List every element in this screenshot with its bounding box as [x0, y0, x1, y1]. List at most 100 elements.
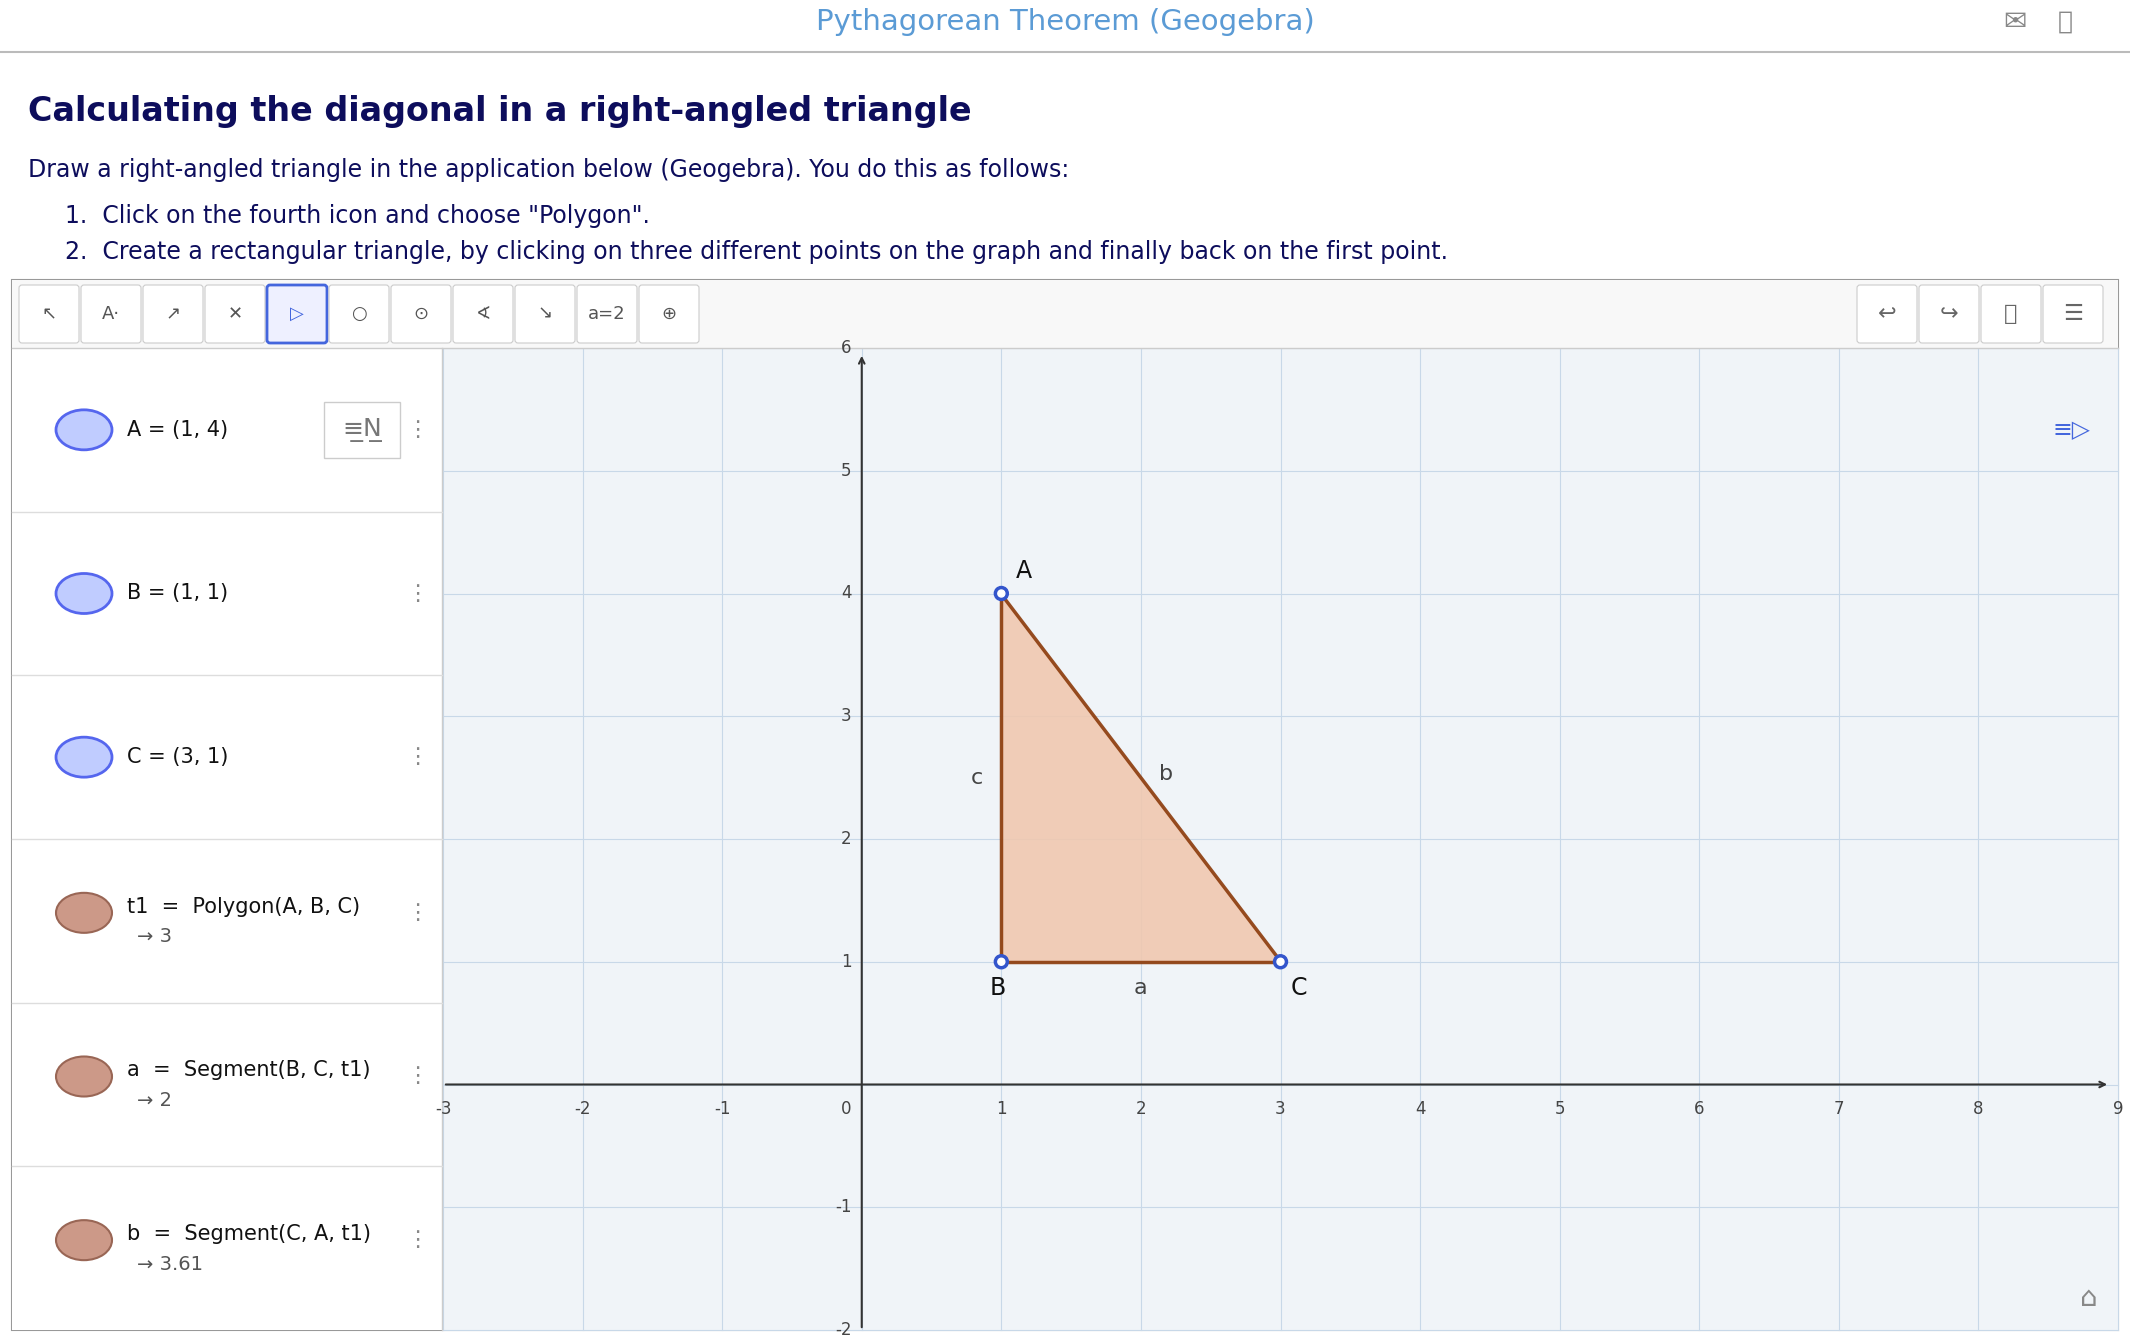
Text: → 3: → 3 [136, 927, 173, 946]
Circle shape [997, 958, 1005, 965]
Text: -1: -1 [714, 1100, 731, 1119]
FancyBboxPatch shape [266, 285, 328, 343]
Text: ≡▷: ≡▷ [2051, 417, 2090, 442]
FancyBboxPatch shape [19, 285, 79, 343]
Text: ⋮: ⋮ [407, 583, 428, 603]
Text: B = (1, 1): B = (1, 1) [128, 583, 228, 603]
Text: a=2: a=2 [588, 305, 626, 322]
FancyBboxPatch shape [1857, 285, 1917, 343]
Text: ↗: ↗ [166, 305, 181, 322]
Text: C = (3, 1): C = (3, 1) [128, 747, 228, 767]
FancyBboxPatch shape [639, 285, 699, 343]
FancyBboxPatch shape [443, 348, 2117, 1330]
FancyBboxPatch shape [2043, 285, 2102, 343]
Text: 4: 4 [841, 585, 852, 602]
Circle shape [1278, 958, 1284, 965]
Text: ↘: ↘ [537, 305, 552, 322]
FancyBboxPatch shape [577, 285, 637, 343]
Text: ☰: ☰ [2064, 304, 2083, 324]
Ellipse shape [55, 1057, 113, 1097]
FancyBboxPatch shape [81, 285, 141, 343]
FancyBboxPatch shape [328, 285, 390, 343]
FancyBboxPatch shape [1981, 285, 2041, 343]
Text: 6: 6 [1693, 1100, 1704, 1119]
Text: ✉: ✉ [2004, 8, 2026, 36]
Text: 1: 1 [997, 1100, 1007, 1119]
FancyBboxPatch shape [324, 401, 400, 458]
Ellipse shape [55, 1220, 113, 1260]
Text: -1: -1 [835, 1199, 852, 1216]
Text: 4: 4 [1414, 1100, 1425, 1119]
Text: -2: -2 [835, 1321, 852, 1338]
Text: B: B [988, 975, 1005, 999]
Text: b: b [1159, 764, 1174, 784]
Text: ⋮: ⋮ [407, 1230, 428, 1250]
Ellipse shape [55, 409, 113, 450]
FancyBboxPatch shape [515, 285, 575, 343]
Text: C: C [1291, 975, 1308, 999]
Text: ↖: ↖ [40, 305, 58, 322]
Ellipse shape [55, 737, 113, 777]
Text: 0: 0 [841, 1100, 852, 1119]
FancyBboxPatch shape [454, 285, 513, 343]
Text: A: A [1016, 559, 1031, 583]
Text: 8: 8 [1972, 1100, 1983, 1119]
FancyBboxPatch shape [392, 285, 452, 343]
FancyBboxPatch shape [204, 285, 264, 343]
Text: ⌂: ⌂ [2081, 1284, 2098, 1313]
Text: ↪: ↪ [1940, 304, 1957, 324]
Text: 1: 1 [841, 953, 852, 971]
FancyBboxPatch shape [1919, 285, 1979, 343]
Text: t1  =  Polygon(A, B, C): t1 = Polygon(A, B, C) [128, 896, 360, 917]
Text: 2: 2 [1135, 1100, 1146, 1119]
Text: ↩: ↩ [1879, 304, 1896, 324]
Polygon shape [1001, 594, 1280, 962]
Text: b  =  Segment(C, A, t1): b = Segment(C, A, t1) [128, 1224, 371, 1244]
Text: ∢: ∢ [475, 305, 490, 322]
Text: 🔍: 🔍 [2004, 304, 2017, 324]
FancyBboxPatch shape [13, 280, 2117, 1330]
Text: ⊙: ⊙ [413, 305, 428, 322]
FancyBboxPatch shape [13, 348, 443, 1330]
Ellipse shape [55, 574, 113, 614]
Circle shape [1274, 955, 1287, 969]
Text: ○: ○ [351, 305, 366, 322]
Text: 2: 2 [841, 830, 852, 848]
Text: Draw a right-angled triangle in the application below (Geogebra). You do this as: Draw a right-angled triangle in the appl… [28, 158, 1069, 182]
Text: 3: 3 [841, 708, 852, 725]
Text: ⋮: ⋮ [407, 420, 428, 440]
Text: 9: 9 [2113, 1100, 2124, 1119]
Text: → 2: → 2 [136, 1090, 173, 1111]
Text: A = (1, 4): A = (1, 4) [128, 420, 228, 440]
FancyBboxPatch shape [13, 280, 2117, 348]
Text: c: c [971, 768, 984, 788]
Text: 3: 3 [1276, 1100, 1287, 1119]
Text: 5: 5 [1555, 1100, 1566, 1119]
Text: A·: A· [102, 305, 119, 322]
Text: ⋮: ⋮ [407, 1066, 428, 1086]
Ellipse shape [55, 892, 113, 933]
Text: ▷: ▷ [290, 305, 305, 322]
Circle shape [995, 955, 1007, 969]
Text: ⋮: ⋮ [407, 747, 428, 767]
Circle shape [995, 586, 1007, 601]
Text: 5: 5 [841, 462, 852, 480]
Text: ⋮: ⋮ [407, 903, 428, 923]
Text: ≡̲N̲: ≡̲N̲ [343, 417, 381, 442]
Text: 2.  Create a rectangular triangle, by clicking on three different points on the : 2. Create a rectangular triangle, by cli… [66, 240, 1448, 264]
Text: -2: -2 [575, 1100, 590, 1119]
Text: ⊕: ⊕ [662, 305, 677, 322]
Text: Calculating the diagonal in a right-angled triangle: Calculating the diagonal in a right-angl… [28, 95, 971, 128]
Text: 7: 7 [1834, 1100, 1845, 1119]
Text: 1.  Click on the fourth icon and choose "Polygon".: 1. Click on the fourth icon and choose "… [66, 203, 650, 227]
Circle shape [997, 590, 1005, 597]
Text: 🗑: 🗑 [2058, 9, 2072, 33]
Text: → 3.61: → 3.61 [136, 1255, 202, 1274]
Text: 6: 6 [841, 339, 852, 357]
Text: a: a [1133, 978, 1148, 998]
Text: -3: -3 [435, 1100, 452, 1119]
Text: ✕: ✕ [228, 305, 243, 322]
Text: Pythagorean Theorem (Geogebra): Pythagorean Theorem (Geogebra) [816, 8, 1314, 36]
FancyBboxPatch shape [143, 285, 202, 343]
Text: a  =  Segment(B, C, t1): a = Segment(B, C, t1) [128, 1061, 371, 1081]
